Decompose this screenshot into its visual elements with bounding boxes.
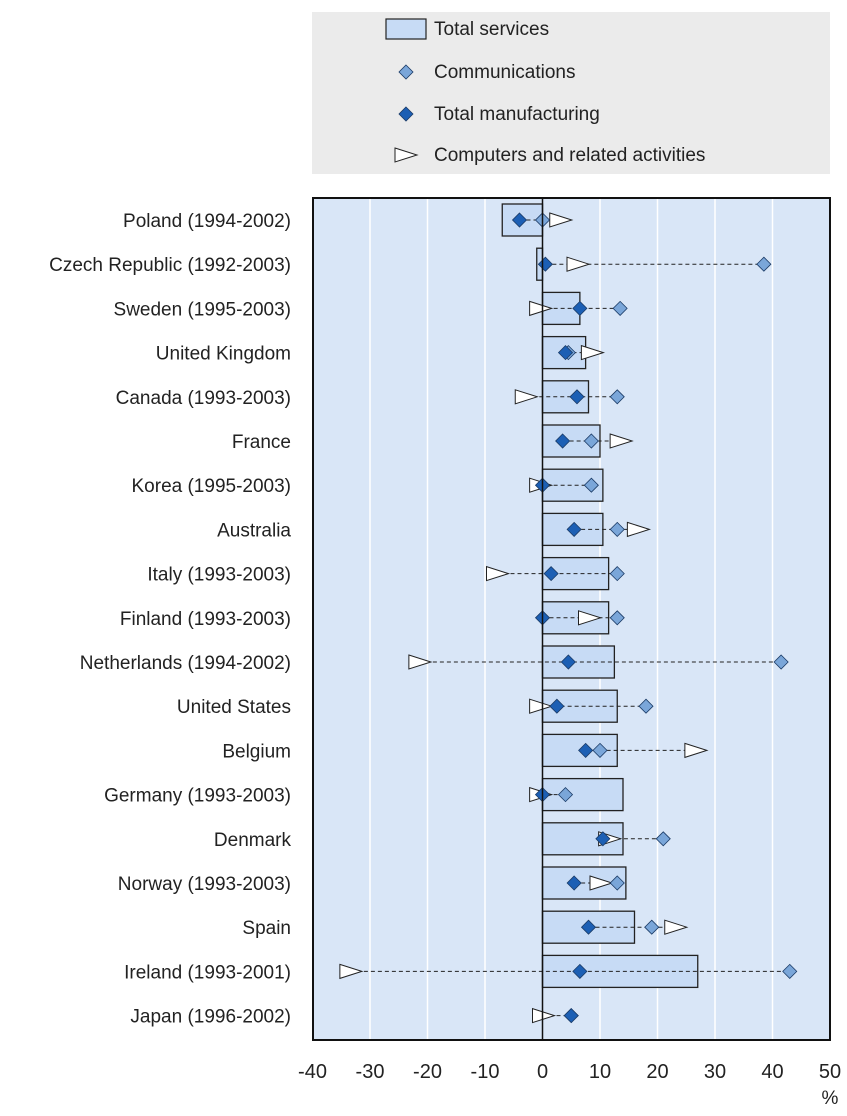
point-total-manufacturing: [555, 433, 571, 449]
point-communications: [609, 610, 625, 626]
category-label: United States: [177, 697, 291, 718]
category-label: France: [232, 432, 291, 453]
category-label: Czech Republic (1992-2003): [49, 255, 291, 276]
point-computers: [514, 389, 539, 405]
point-communications: [612, 300, 628, 316]
category-label: Sweden (1995-2003): [114, 299, 291, 320]
point-computers: [578, 610, 603, 626]
point-total-manufacturing: [572, 963, 588, 979]
point-total-manufacturing: [560, 654, 576, 670]
x-tick-label: 20: [646, 1061, 668, 1083]
point-total-manufacturing: [563, 1008, 579, 1024]
legend-marker-total-manufacturing: [398, 106, 414, 122]
point-computers: [339, 963, 364, 980]
point-computers: [609, 433, 634, 449]
point-communications: [655, 831, 671, 847]
point-computers: [580, 344, 606, 361]
point-communications: [557, 787, 574, 803]
point-total-manufacturing: [566, 521, 582, 537]
point-communications: [644, 919, 660, 935]
point-communications: [583, 477, 599, 493]
point-communications: [592, 742, 608, 758]
plot-frame: [312, 197, 831, 1041]
category-label: Poland (1994-2002): [123, 211, 291, 232]
legend-marker-communications: [398, 64, 414, 80]
point-communications: [609, 521, 625, 537]
point-computers: [684, 742, 709, 759]
point-total-manufacturing: [595, 831, 611, 847]
category-label: Norway (1993-2003): [118, 874, 291, 895]
point-communications: [638, 698, 654, 714]
x-tick-label: -20: [413, 1061, 442, 1083]
category-label: Germany (1993-2003): [104, 786, 291, 807]
point-computers: [664, 919, 689, 935]
point-communications: [609, 566, 625, 582]
category-label: United Kingdom: [156, 344, 291, 365]
category-label: Netherlands (1994-2002): [80, 653, 291, 674]
point-total-manufacturing: [572, 300, 588, 316]
point-communications: [609, 875, 625, 891]
point-computers: [626, 521, 652, 538]
category-label: Ireland (1993-2001): [124, 962, 291, 983]
category-label: Canada (1993-2003): [116, 388, 291, 409]
point-communications: [756, 256, 772, 272]
point-total-manufacturing: [569, 389, 585, 405]
x-tick-label: -40: [298, 1061, 327, 1083]
point-communications: [773, 654, 789, 670]
point-total-manufacturing: [511, 212, 528, 228]
x-tick-label: 30: [704, 1061, 726, 1083]
point-total-manufacturing: [578, 742, 594, 758]
category-label: Japan (1996-2002): [130, 1007, 291, 1028]
legend-label: Communications: [434, 62, 576, 83]
point-computers: [408, 654, 433, 670]
category-label: Italy (1993-2003): [147, 565, 291, 586]
point-communications: [782, 963, 798, 979]
point-total-manufacturing: [549, 698, 565, 714]
category-label: Denmark: [214, 830, 292, 851]
legend-swatch-total-services: [385, 18, 427, 40]
category-label: Korea (1995-2003): [132, 476, 292, 497]
x-tick-label: 50: [819, 1061, 841, 1083]
category-label: Australia: [217, 520, 291, 541]
point-total-manufacturing: [566, 875, 582, 891]
point-computers: [532, 1007, 557, 1024]
point-total-manufacturing: [580, 919, 597, 935]
point-communications: [609, 389, 625, 405]
point-total-manufacturing: [557, 345, 574, 361]
category-label: Belgium: [222, 741, 291, 762]
legend-label: Total manufacturing: [434, 104, 600, 125]
legend-label: Computers and related activities: [434, 145, 705, 166]
point-total-manufacturing: [543, 566, 559, 582]
legend-label: Total services: [434, 19, 549, 40]
point-computers: [529, 300, 554, 317]
legend-marker-computers: [394, 147, 419, 163]
category-label: Spain: [242, 918, 291, 939]
x-tick-label: 40: [761, 1061, 783, 1083]
point-computers: [529, 698, 554, 714]
x-tick-label: -30: [356, 1061, 385, 1083]
category-label: Finland (1993-2003): [120, 609, 291, 630]
point-computers: [589, 875, 614, 891]
x-tick-label: 10: [589, 1061, 611, 1083]
x-tick-label: -10: [471, 1061, 500, 1083]
x-axis-unit: %: [822, 1088, 839, 1109]
point-computers: [566, 256, 591, 272]
x-tick-label: 0: [537, 1061, 548, 1083]
point-communications: [583, 433, 599, 449]
point-computers: [486, 565, 511, 582]
